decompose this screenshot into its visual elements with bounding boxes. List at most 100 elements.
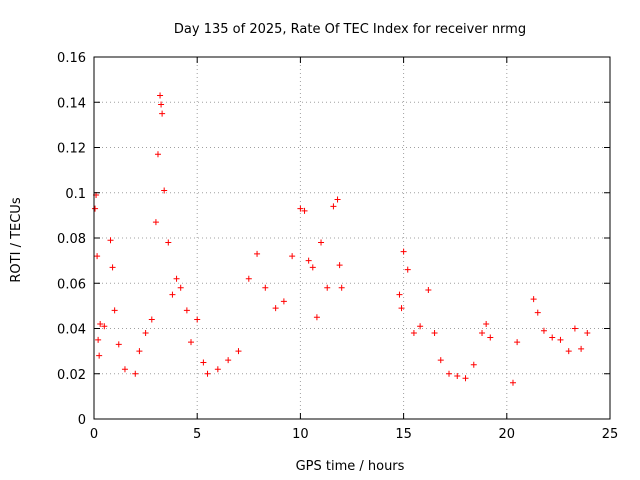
data-point (169, 291, 176, 298)
data-point (309, 264, 316, 271)
data-point (301, 207, 308, 214)
data-point (142, 330, 149, 337)
data-point (95, 336, 102, 343)
data-point (194, 316, 201, 323)
data-point (235, 348, 242, 355)
x-tick-label: 0 (90, 427, 98, 442)
data-point (534, 309, 541, 316)
data-point (115, 341, 122, 348)
data-point (132, 370, 139, 377)
x-tick-label: 5 (193, 427, 201, 442)
data-point (159, 110, 166, 117)
y-tick-label: 0.06 (57, 277, 86, 292)
data-point (111, 307, 118, 314)
data-point (280, 298, 287, 305)
chart-title: Day 135 of 2025, Rate Of TEC Index for r… (174, 22, 526, 37)
data-point (188, 339, 195, 346)
data-point (165, 239, 172, 246)
data-point (584, 330, 591, 337)
data-point (454, 373, 461, 380)
data-point (96, 352, 103, 359)
x-tick-label: 10 (292, 427, 309, 442)
data-point (109, 264, 116, 271)
data-point (200, 359, 207, 366)
data-point (161, 187, 168, 194)
data-point (410, 330, 417, 337)
data-point (437, 357, 444, 364)
data-point (431, 330, 438, 337)
data-point (254, 250, 261, 257)
x-tick-label: 25 (602, 427, 619, 442)
data-point (289, 253, 296, 260)
data-point (148, 316, 155, 323)
y-tick-label: 0.12 (57, 142, 86, 157)
y-tick-label: 0.1 (65, 187, 86, 202)
data-point (479, 330, 486, 337)
plot-frame (93, 56, 611, 420)
data-point (425, 287, 432, 294)
data-point (214, 366, 221, 373)
data-point (557, 336, 564, 343)
data-point (107, 237, 114, 244)
grid-lines (94, 57, 610, 419)
data-point (483, 320, 490, 327)
data-point (324, 284, 331, 291)
data-point (396, 291, 403, 298)
data-point (530, 296, 537, 303)
data-point (157, 92, 164, 99)
data-point (338, 284, 345, 291)
y-axis-label: ROTI / TECUs (9, 197, 24, 282)
y-tick-label: 0.04 (57, 323, 86, 338)
data-point (578, 345, 585, 352)
y-tick-label: 0.02 (57, 368, 86, 383)
data-point (152, 219, 159, 226)
x-tick-label: 15 (395, 427, 412, 442)
data-point (565, 348, 572, 355)
data-point (204, 370, 211, 377)
data-point (245, 275, 252, 282)
data-point (514, 339, 521, 346)
data-point (121, 366, 128, 373)
x-axis-label: GPS time / hours (296, 459, 405, 474)
data-point (136, 348, 143, 355)
data-point (549, 334, 556, 341)
data-point (470, 361, 477, 368)
data-point (183, 307, 190, 314)
data-point (262, 284, 269, 291)
data-point (173, 275, 180, 282)
data-point (334, 196, 341, 203)
data-point (509, 379, 516, 386)
data-point (92, 205, 99, 212)
data-point (313, 314, 320, 321)
data-point (177, 284, 184, 291)
data-point (297, 205, 304, 212)
data-point (158, 101, 165, 108)
data-point (398, 305, 405, 312)
data-point (336, 262, 343, 269)
data-point (94, 253, 101, 260)
data-point (272, 305, 279, 312)
data-point (462, 375, 469, 382)
data-point (400, 248, 407, 255)
y-tick-label: 0.14 (57, 96, 86, 111)
data-point (571, 325, 578, 332)
data-point (305, 257, 312, 264)
axis-ticks: 0 5 10 15 20 25 0 0.02 0.04 0.06 0.08 0.1 0.12 0.14 0.… (57, 51, 618, 442)
data-point (101, 323, 108, 330)
data-point (330, 203, 337, 210)
x-tick-label: 20 (499, 427, 516, 442)
data-point (417, 323, 424, 330)
y-tick-label: 0.08 (57, 232, 86, 247)
data-point (404, 266, 411, 273)
data-point (225, 357, 232, 364)
data-point (487, 334, 494, 341)
data-point (154, 151, 161, 158)
y-tick-label: 0.16 (57, 51, 86, 66)
data-points (92, 92, 591, 386)
y-tick-label: 0 (78, 413, 86, 428)
data-point (318, 239, 325, 246)
data-point (446, 370, 453, 377)
data-point (540, 327, 547, 334)
data-point (97, 320, 104, 327)
